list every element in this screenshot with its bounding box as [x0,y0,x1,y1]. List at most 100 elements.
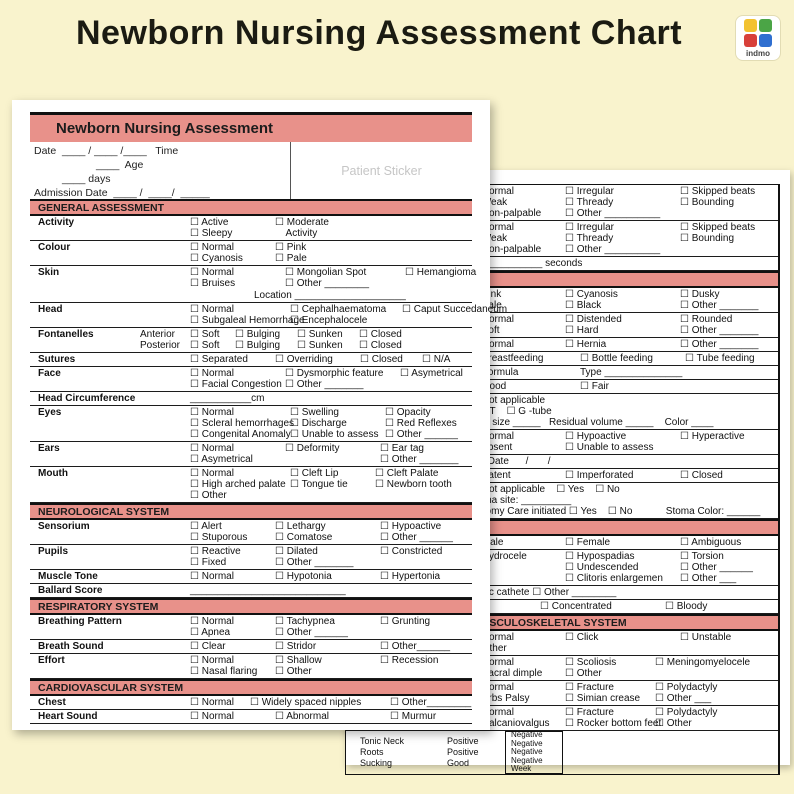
checkbox-option[interactable]: ☐ Hypertonia [380,571,441,582]
checkbox-option[interactable]: ☐ High arched palate [190,479,286,490]
checkbox-option[interactable]: ☐ Dilated [275,546,318,557]
checkbox-option[interactable]: ☐ Skipped beats [680,222,756,233]
checkbox-option[interactable]: ☐ Clear [190,641,226,652]
checkbox-option[interactable]: ☐ Other ______ [275,627,348,638]
checkbox-option[interactable]: ☐ Other ______ [380,532,453,543]
checkbox-option[interactable]: ☐ Normal [190,571,234,582]
checkbox-option[interactable]: ☐ Hyperactive [680,431,745,442]
checkbox-option[interactable]: ☐ Normal [190,267,234,278]
checkbox-option[interactable]: ☐ Normal [190,443,234,454]
checkbox-option[interactable]: ☐ Abnormal [275,711,329,722]
checkbox-option[interactable]: ☐ Lethargy [275,521,326,532]
checkbox-option[interactable]: ☐ Other _______ [680,339,759,350]
checkbox-option[interactable]: ☐ Cyanosis [190,253,243,264]
checkbox-option[interactable]: ☐ Stridor [275,641,317,652]
checkbox-option[interactable]: ☐ Asymetrical [400,368,463,379]
checkbox-option[interactable]: ☐ Female [565,537,611,548]
checkbox-option[interactable]: ☐ Bottle feeding [580,353,653,364]
checkbox-option[interactable]: ☐ Distended [565,314,622,325]
checkbox-option[interactable]: ☐ Normal [190,304,234,315]
checkbox-option[interactable]: ☐ Bulging [235,329,281,340]
checkbox-option[interactable]: ☐ Other [275,666,312,677]
checkbox-option[interactable]: ☐ Cyanosis [565,289,618,300]
checkbox-option[interactable]: ☐ Alert [190,521,222,532]
checkbox-option[interactable]: ☐ Closed [359,340,402,351]
checkbox-option[interactable]: ☐ Irregular [565,186,614,197]
checkbox-option[interactable]: ☐ Irregular [565,222,614,233]
checkbox-option[interactable]: ☐ Other __________ [565,244,661,255]
checkbox-option[interactable]: ☐ Deformity [285,443,340,454]
checkbox-option[interactable]: ☐ Other [565,668,602,679]
checkbox-option[interactable]: ☐ Imperforated [565,470,634,481]
checkbox-option[interactable]: ☐ Other _______ [680,325,759,336]
checkbox-option[interactable]: ☐ Overriding [275,354,333,365]
checkbox-option[interactable]: ☐ Tongue tie [290,479,348,490]
checkbox-option[interactable]: ☐ Mongolian Spot [285,267,367,278]
checkbox-option[interactable]: ☐ Cleft Lip [290,468,339,479]
checkbox-option[interactable]: ☐ Discharge [290,418,347,429]
checkbox-option[interactable]: ☐ Rocker bottom feet [565,718,662,729]
checkbox-option[interactable]: ☐ Subgaleal Hemorrhage [190,315,305,326]
checkbox-option[interactable]: ☐ Comatose [275,532,333,543]
checkbox-option[interactable]: ☐ Murmur [390,711,437,722]
checkbox-option[interactable]: ☐ Concentrated [540,601,612,612]
checkbox-option[interactable]: ☐ Soft [190,340,220,351]
checkbox-option[interactable]: ☐ Active [190,217,229,228]
checkbox-option[interactable]: ☐ Cephalhaematoma [290,304,387,315]
checkbox-option[interactable]: ☐ Other [190,490,227,501]
checkbox-option[interactable]: ☐ Fracture [565,707,614,718]
checkbox-option[interactable]: ☐ Bounding [680,197,735,208]
checkbox-option[interactable]: ☐ Fair [580,381,609,392]
checkbox-option[interactable]: ☐ Closed [359,329,402,340]
checkbox-option[interactable]: ☐ Apnea [190,627,231,638]
checkbox-option[interactable]: ☐ Fixed [190,557,227,568]
checkbox-option[interactable]: ☐ Unable to assess [565,442,654,453]
checkbox-option[interactable]: ☐ Nasal flaring [190,666,258,677]
checkbox-option[interactable]: ☐ Closed [360,354,403,365]
checkbox-option[interactable]: ☐ Black [565,300,602,311]
checkbox-option[interactable]: ☐ Soft [190,329,220,340]
checkbox-option[interactable]: ☐ N/A [422,354,451,365]
checkbox-option[interactable]: ☐ Newborn tooth [375,479,452,490]
checkbox-option[interactable]: ☐ Normal [190,468,234,479]
checkbox-option[interactable]: ☐ Scleral hemorrhages [190,418,295,429]
checkbox-option[interactable]: ☐ Hypospadias [565,551,635,562]
checkbox-option[interactable]: ☐ Pink [275,242,307,253]
checkbox-option[interactable]: ☐ Separated [190,354,248,365]
checkbox-option[interactable]: ☐ Closed [680,470,723,481]
checkbox-option[interactable]: ☐ Skipped beats [680,186,756,197]
checkbox-option[interactable]: ☐ Torsion [680,551,724,562]
checkbox-option[interactable]: ☐ Dusky [680,289,720,300]
checkbox-option[interactable]: ☐ Tachypnea [275,616,335,627]
checkbox-option[interactable]: ☐ Other________ [390,697,472,708]
checkbox-option[interactable]: ☐ Hard [565,325,599,336]
checkbox-option[interactable]: ☐ Other _______ [275,557,354,568]
checkbox-option[interactable]: ☐ Asymetrical [190,454,253,465]
checkbox-option[interactable]: ☐ Facial Congestion [190,379,282,390]
checkbox-option[interactable]: ☐ Click [565,632,599,643]
checkbox-option[interactable]: ☐ Bloody [665,601,708,612]
checkbox-option[interactable]: ☐ Bulging [235,340,281,351]
checkbox-option[interactable]: ☐ Other [655,718,692,729]
checkbox-option[interactable]: ☐ Unstable [680,632,732,643]
checkbox-option[interactable]: ☐ Dysmorphic feature [285,368,384,379]
checkbox-option[interactable]: ☐ Stuporous [190,532,248,543]
checkbox-option[interactable]: ☐ Other _______ [380,454,459,465]
checkbox-option[interactable]: ☐ Ambiguous [680,537,742,548]
checkbox-option[interactable]: ☐ Normal [190,697,234,708]
checkbox-option[interactable]: ☐ Other______ [380,641,451,652]
checkbox-option[interactable]: ☐ Clitoris enlargemen [565,573,663,584]
checkbox-option[interactable]: ☐ Thready [565,233,614,244]
checkbox-option[interactable]: ☐ Scoliosis [565,657,617,668]
checkbox-option[interactable]: ☐ Normal [190,616,234,627]
checkbox-option[interactable]: ☐ Normal [190,242,234,253]
checkbox-option[interactable]: ☐ Other __________ [565,208,661,219]
checkbox-option[interactable]: ☐ Sunken [297,340,343,351]
checkbox-option[interactable]: ☐ Other ________ [285,278,370,289]
checkbox-option[interactable]: ☐ Other ___ [680,573,737,584]
checkbox-option[interactable]: ☐ Hernia [565,339,607,350]
checkbox-option[interactable]: ☐ Normal [190,368,234,379]
checkbox-option[interactable]: ☐ Red Reflexes [385,418,457,429]
checkbox-option[interactable]: ☐ Encephalocele [290,315,368,326]
checkbox-option[interactable]: ☐ Other _______ [285,379,364,390]
